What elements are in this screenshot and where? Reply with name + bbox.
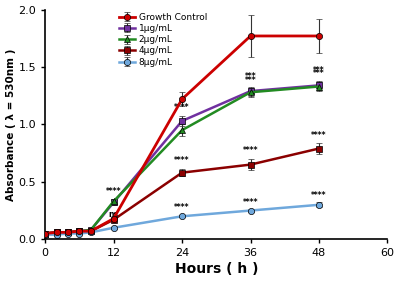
- Text: ****: ****: [106, 187, 121, 196]
- Text: ****: ****: [174, 203, 190, 212]
- Text: ***: ***: [245, 72, 256, 81]
- Text: ****: ****: [311, 131, 327, 140]
- Text: ****: ****: [243, 198, 258, 207]
- Y-axis label: Absorbance ( λ = 530nm ): Absorbance ( λ = 530nm ): [6, 48, 16, 201]
- Text: ****: ****: [243, 146, 258, 155]
- Text: ***: ***: [313, 66, 325, 75]
- Text: ***: ***: [245, 76, 256, 85]
- X-axis label: Hours ( h ): Hours ( h ): [174, 263, 258, 276]
- Text: ****: ****: [174, 103, 190, 112]
- Text: ns: ns: [108, 210, 118, 219]
- Text: ****: ****: [311, 191, 327, 200]
- Text: ***: ***: [313, 69, 325, 78]
- Legend: Growth Control, 1μg/mL, 2μg/mL, 4μg/mL, 8μg/mL: Growth Control, 1μg/mL, 2μg/mL, 4μg/mL, …: [118, 12, 208, 68]
- Text: ****: ****: [174, 156, 190, 165]
